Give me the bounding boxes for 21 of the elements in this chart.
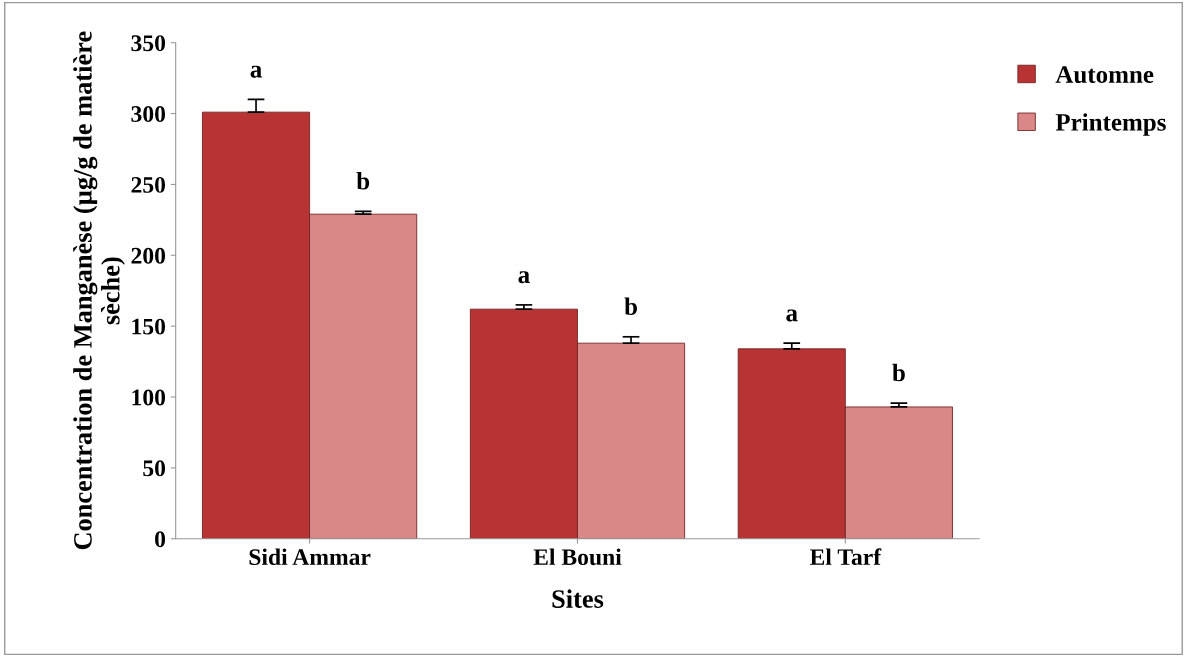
x-tick-label: Sidi Ammar [249, 548, 371, 566]
annotation: a [518, 271, 530, 284]
annotation: b [624, 297, 637, 316]
y-tick-label: 0 [155, 531, 166, 548]
y-tick-label: 100 [132, 389, 166, 406]
y-axis-title: Concentration de Manganèse (µg/g de matière sèche) [73, 31, 125, 550]
legend-label: Printemps [1055, 113, 1166, 136]
y-tick-label: 200 [131, 247, 166, 264]
x-tick-label: El Tarf [809, 548, 882, 566]
y-tick-label: 150 [132, 318, 166, 335]
y-tick-label: 250 [131, 176, 166, 193]
annotation: b [356, 172, 370, 190]
annotation: a [250, 65, 262, 78]
x-tick-label: El Bouni [533, 548, 622, 566]
annotation: a [786, 309, 798, 322]
annotation: b [892, 363, 905, 382]
legend-label: Automne [1055, 66, 1154, 84]
y-tick-label: 50 [143, 460, 166, 477]
y-tick-label: 300 [131, 106, 166, 122]
y-tick-label: 350 [131, 35, 166, 52]
x-axis-title: Sites [552, 589, 604, 608]
